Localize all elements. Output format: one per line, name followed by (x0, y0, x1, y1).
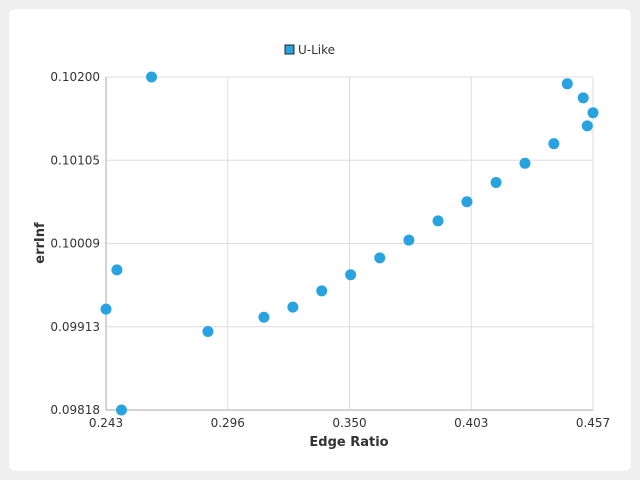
x-axis-title: Edge Ratio (309, 435, 388, 450)
data-point[interactable] (287, 301, 299, 313)
legend[interactable]: U-Like (284, 43, 335, 57)
data-point[interactable] (316, 285, 328, 297)
x-tick-labels: 0.243 0.296 0.350 0.403 0.457 (89, 416, 610, 430)
data-point[interactable] (111, 264, 123, 276)
data-point[interactable] (461, 196, 473, 208)
legend-swatch-u-like (284, 44, 295, 55)
data-point[interactable] (581, 120, 593, 132)
y-axis-title: errInf (33, 222, 48, 264)
chart-card (9, 9, 631, 471)
y-tick-label: 0.09913 (50, 320, 100, 334)
data-point[interactable] (548, 138, 560, 150)
legend-label-u-like: U-Like (298, 43, 335, 57)
y-tick-label: 0.10105 (50, 153, 100, 167)
x-tick-label: 0.457 (576, 416, 610, 430)
x-tick-label: 0.403 (454, 416, 488, 430)
data-point[interactable] (490, 176, 502, 188)
data-points (100, 71, 599, 416)
data-point[interactable] (577, 92, 589, 104)
axes (105, 77, 593, 411)
data-point[interactable] (100, 303, 112, 315)
grid-lines (106, 76, 594, 410)
y-tick-label: 0.10200 (50, 70, 100, 84)
x-tick-label: 0.296 (211, 416, 245, 430)
data-point[interactable] (561, 78, 573, 90)
data-point[interactable] (432, 215, 444, 227)
x-tick-label: 0.243 (89, 416, 123, 430)
data-point[interactable] (403, 234, 415, 246)
y-tick-labels: 0.10200 0.10105 0.10009 0.09913 0.09818 (50, 70, 100, 417)
data-point[interactable] (587, 107, 599, 119)
data-point[interactable] (374, 252, 386, 264)
x-tick-label: 0.350 (332, 416, 366, 430)
y-tick-label: 0.10009 (50, 237, 100, 251)
y-tick-label: 0.09818 (50, 403, 100, 417)
data-point[interactable] (146, 71, 158, 83)
data-point[interactable] (202, 325, 214, 337)
data-point[interactable] (519, 157, 531, 169)
data-point[interactable] (115, 404, 127, 416)
data-point[interactable] (258, 311, 270, 323)
data-point[interactable] (345, 269, 357, 281)
